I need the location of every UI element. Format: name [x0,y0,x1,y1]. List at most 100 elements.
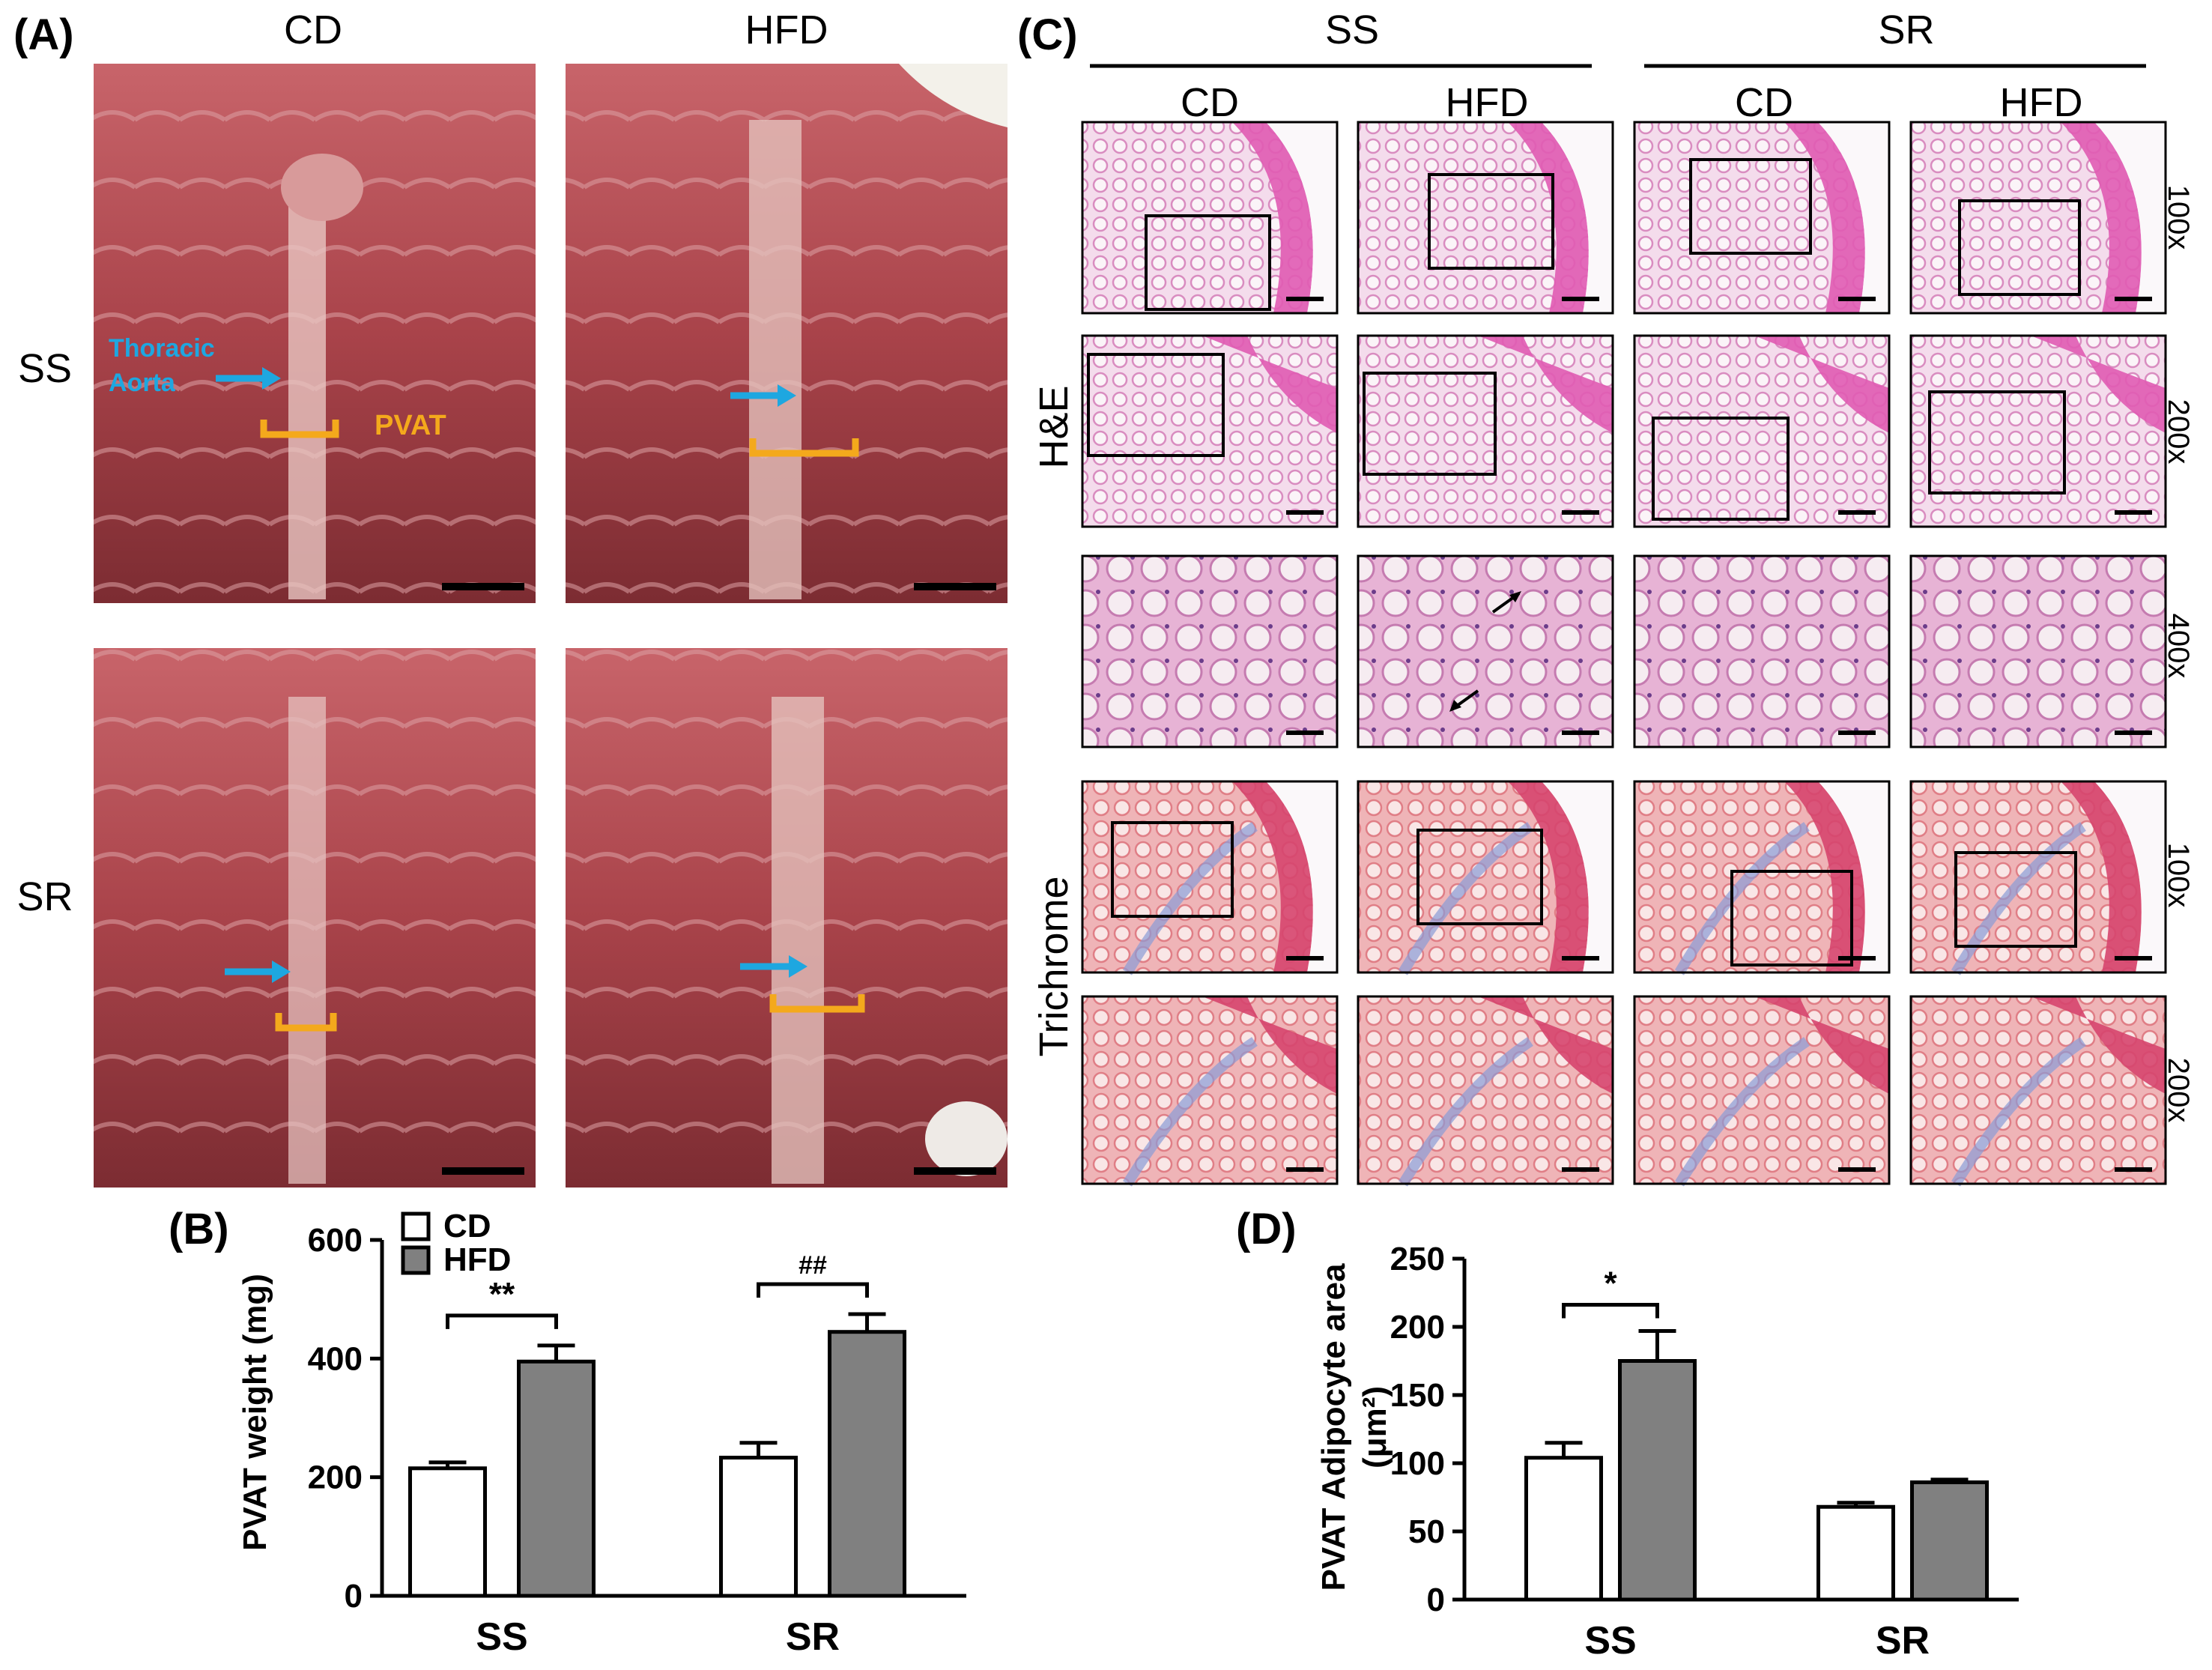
scale-bar [914,1167,996,1175]
scale-bar [2115,956,2152,960]
scale-bar [1286,730,1324,735]
aorta-arrow-icon [740,955,807,978]
photo-sr-cd [94,648,536,1188]
scale-bar [1286,297,1324,301]
legend-label-cd: CD [443,1208,491,1244]
x-category-label: SS [476,1615,527,1659]
y-tick-label: 50 [1408,1513,1445,1550]
histology-tile [1081,780,1339,975]
y-tick-label: 200 [1390,1309,1445,1346]
panel-a-letter: (A) [13,10,74,59]
zoom-box [1652,417,1790,521]
zoom-box [1928,390,2066,494]
panel-a-row-ss: SS [18,346,72,391]
aorta-arrow-icon [730,384,796,407]
zoom-box [1087,353,1225,457]
zoom-box [1428,173,1554,270]
histology-tile [1357,780,1614,975]
histology-tile [1081,334,1339,528]
zoom-box [1730,870,1853,966]
panel-c-col-2: HFD [1446,80,1529,125]
pvat-bracket-icon [275,1013,337,1032]
photo-ss-cd: Thoracic Aorta PVAT [94,64,536,603]
histology-tile [1909,995,2167,1187]
scale-bar [2115,297,2152,301]
panel-c-col-1: CD [1181,80,1239,125]
panel-c-col-4: HFD [2000,80,2083,125]
histology-tile [1909,121,2167,315]
panel-c-group-sr: SR [1878,7,1934,52]
zoom-box [1111,821,1234,918]
scale-bar [1562,297,1599,301]
y-tick-label: 250 [1390,1241,1445,1277]
panel-a: (A) CD HFD SS SR Thoracic Aorta PVAT [13,7,1007,1188]
histology-grid [1081,121,2167,1187]
chart-b-ylabel: PVAT weight (mg) [237,1274,273,1551]
stain-label-he: H&E [1031,385,1076,468]
bar-cd-sr [1816,1504,1895,1602]
y-tick-label: 0 [1427,1582,1445,1618]
bar-hfd-sr [1910,1480,1989,1602]
pvat-label: PVAT [375,410,446,441]
histology-tile [1909,554,2167,748]
bar-cd-sr [719,1456,798,1598]
bar-hfd-ss [517,1359,596,1598]
pvat-bracket-icon [749,438,859,457]
scale-bar [442,1167,524,1175]
histology-tile [1357,334,1614,528]
histology-tile [1909,334,2167,528]
legend-swatch-hfd [401,1245,431,1275]
x-category-label: SS [1584,1619,1636,1663]
mag-label-row3: 400x [2162,614,2195,679]
mag-label-row4: 100x [2162,843,2195,908]
scale-bar [2115,730,2152,735]
significance-bracket [757,1282,869,1298]
scale-bar [1562,1167,1599,1172]
y-tick-label: 150 [1390,1377,1445,1414]
photo-sr-hfd [566,648,1007,1188]
y-tick-label: 0 [345,1578,363,1615]
significance-bracket [1562,1302,1659,1319]
mag-label-row1: 100x [2162,185,2195,250]
pvat-bracket-icon [260,420,339,438]
legend-swatch-cd [401,1211,431,1241]
chart-d-ylabel-line2: (μm²) [1357,1386,1393,1468]
scale-bar [2115,510,2152,515]
panel-a-row-sr: SR [16,874,73,919]
bar-hfd-sr [828,1330,906,1598]
aorta-label-line2: Aorta [109,369,176,397]
histology-tile [1633,554,1891,748]
bar-cd-ss [1524,1456,1603,1602]
zoom-box [1363,372,1497,476]
scale-bar [1838,730,1876,735]
scale-bar [442,583,524,590]
histology-tile [1633,121,1891,315]
scale-bar [1562,956,1599,960]
significance-bracket [446,1313,558,1329]
y-tick-label: 600 [308,1222,363,1259]
chart-b: (B) PVAT weight (mg) 0 200 400 600 SS SR CDHFD… [169,1205,966,1659]
panel-c-letter: (C) [1017,10,1078,59]
aorta-arrow-icon [216,367,281,390]
x-category-label: SR [1876,1619,1930,1663]
pvat-bracket-icon [769,994,865,1013]
zoom-box [1954,851,2077,948]
x-category-label: SR [786,1615,840,1659]
zoom-box [1145,214,1271,311]
chart-d: (D) PVAT Adipocyte area (μm²) 0 50 100 150 2… [1236,1205,2019,1663]
histology-tile [1357,995,1614,1187]
panel-c-col-3: CD [1735,80,1793,125]
histology-tile [1633,995,1891,1187]
significance-label: ## [799,1251,827,1280]
aorta-label-line1: Thoracic [109,334,215,363]
scale-bar [1838,956,1876,960]
scale-bar [2115,1167,2152,1172]
scale-bar [1838,510,1876,515]
panel-b-letter: (B) [169,1205,229,1253]
histology-tile [1081,121,1339,315]
scale-bar [1838,297,1876,301]
chart-d-ylabel-line1: PVAT Adipocyte area [1315,1263,1352,1591]
panel-d-letter: (D) [1236,1205,1297,1253]
scale-bar [1286,1167,1324,1172]
y-tick-label: 200 [308,1459,363,1496]
